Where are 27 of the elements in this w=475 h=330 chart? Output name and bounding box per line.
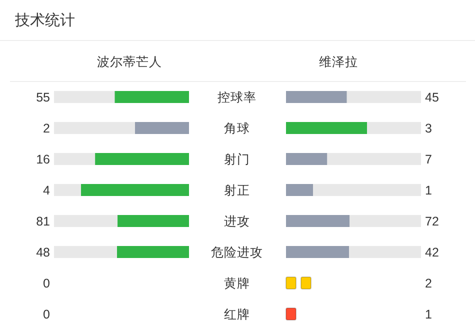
data-label: 42 bbox=[425, 246, 439, 260]
category-label: 红牌 bbox=[224, 308, 250, 322]
category-label: 射正 bbox=[224, 184, 250, 198]
data-label: 4 bbox=[43, 184, 50, 198]
text: 维泽拉 bbox=[319, 55, 358, 69]
data-label: 16 bbox=[36, 152, 50, 166]
data-label: 0 bbox=[43, 276, 50, 290]
data-label: 3 bbox=[425, 122, 432, 136]
data-label: 45 bbox=[425, 90, 439, 104]
data-label: 1 bbox=[425, 308, 432, 322]
category-label: 控球率 bbox=[218, 90, 256, 104]
text: 技术统计 bbox=[14, 12, 75, 29]
data-label: 72 bbox=[425, 214, 439, 228]
category-label: 黄牌 bbox=[224, 276, 250, 290]
data-label: 0 bbox=[43, 308, 50, 322]
data-label: 7 bbox=[425, 152, 432, 166]
category-label: 危险进攻 bbox=[211, 246, 263, 260]
text: 波尔蒂芒人 bbox=[97, 55, 162, 69]
category-label: 进攻 bbox=[224, 214, 250, 228]
data-label: 1 bbox=[425, 184, 432, 198]
data-label: 55 bbox=[36, 90, 50, 104]
data-label: 48 bbox=[36, 246, 50, 260]
category-label: 角球 bbox=[224, 122, 250, 136]
category-label: 射门 bbox=[224, 152, 250, 166]
data-label: 81 bbox=[36, 214, 50, 228]
data-label: 2 bbox=[425, 276, 432, 290]
data-label: 2 bbox=[43, 122, 50, 136]
